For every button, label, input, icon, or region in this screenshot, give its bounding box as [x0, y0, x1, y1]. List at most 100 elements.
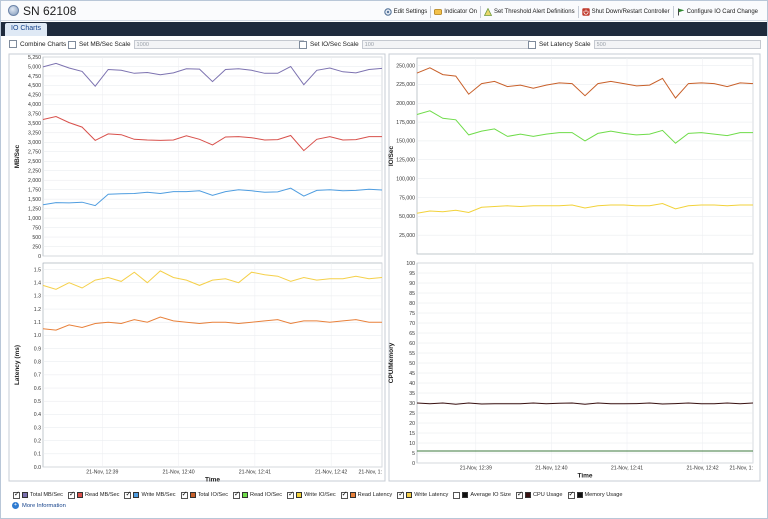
x-axis-title: Time — [205, 477, 220, 484]
legend-total-mb[interactable]: Total MB/Sec — [13, 490, 63, 499]
edit-settings-button[interactable]: Edit Settings — [381, 6, 431, 18]
y-tick-label: 2,500 — [28, 159, 41, 165]
y-tick-label: 4,500 — [28, 83, 41, 89]
shutdown-restart-button[interactable]: Shut Down/Restart Controller — [577, 6, 673, 18]
plot-area — [42, 56, 383, 257]
y-tick-label: 75,000 — [399, 195, 415, 201]
mb-scale-checkbox[interactable] — [68, 40, 76, 49]
more-information-label: More Information — [22, 502, 66, 509]
toolbar: Edit Settings Indicator On Set Threshold… — [381, 6, 761, 18]
y-tick-label: 75 — [409, 311, 415, 317]
legend-checkbox[interactable] — [397, 490, 405, 499]
y-tick-label: 90 — [409, 281, 415, 287]
legend-bar: Total MB/Sec Read MB/Sec Write MB/Sec To… — [13, 490, 622, 500]
tab-bar: IO Charts — [1, 22, 767, 36]
legend-checkbox[interactable] — [453, 491, 461, 499]
legend-memory-usage[interactable]: Memory Usage — [567, 490, 622, 499]
more-information-link[interactable]: + More Information — [12, 502, 66, 509]
legend-cpu-usage[interactable]: CPU Usage — [515, 490, 563, 499]
mb-sec-chart: 0 250 500 750 1,000 1,250 1,500 1,750 2,000 2,250… — [14, 55, 383, 260]
series-line — [42, 115, 382, 152]
y-tick-label: 0.2 — [34, 438, 41, 444]
legend-swatch-total-mb — [22, 492, 28, 498]
options-bar: Combine Charts Set MB/Sec Scale Set IO/S… — [1, 37, 767, 52]
y-tick-label: 3,750 — [28, 112, 41, 118]
legend-read-latency[interactable]: Read Latency — [340, 490, 393, 499]
y-axis-title: Latency (ms) — [14, 345, 21, 385]
y-tick-label: 70 — [409, 321, 415, 327]
combine-charts-label: Combine Charts — [20, 40, 67, 48]
legend-checkbox[interactable] — [180, 490, 188, 499]
combine-charts-checkbox[interactable] — [9, 40, 17, 48]
y-tick-label: 40 — [409, 381, 415, 387]
legend-checkbox[interactable] — [287, 490, 295, 499]
y-tick-label: 25 — [409, 411, 415, 417]
x-tick-label: 21-Nov, 12:39 — [86, 470, 118, 476]
y-tick-label: 5 — [412, 451, 415, 457]
y-tick-label: 95 — [409, 271, 415, 277]
shutdown-restart-label: Shut Down/Restart Controller — [591, 9, 670, 15]
x-tick-label: 21-Nov, 12:41 — [611, 466, 643, 472]
y-tick-label: 45 — [409, 371, 415, 377]
latency-scale-input[interactable] — [593, 40, 761, 49]
y-tick-label: 1.0 — [34, 333, 41, 339]
legend-read-mb[interactable]: Read MB/Sec — [67, 490, 119, 499]
y-tick-label: 1,750 — [28, 187, 41, 193]
cpu-memory-chart: 0 5 10 15 20 25 30 35 40 45 50 55 60 65 70 75 80 85 90 95 10… — [388, 261, 754, 480]
latency-scale-label: Set Latency Scale — [539, 41, 591, 48]
y-tick-label: 0.4 — [34, 412, 41, 418]
legend-average-io-size[interactable]: Average IO Size — [453, 491, 511, 499]
legend-label: Read Latency — [357, 492, 393, 498]
latency-scale-checkbox[interactable] — [528, 40, 536, 49]
y-tick-label: 225,000 — [396, 82, 415, 88]
legend-write-latency[interactable]: Write Latency — [397, 490, 449, 499]
legend-label: Read IO/Sec — [250, 492, 283, 498]
combine-charts-option[interactable]: Combine Charts — [9, 40, 66, 48]
tab-io-charts[interactable]: IO Charts — [5, 23, 47, 36]
legend-swatch-total-io — [189, 492, 196, 498]
x-tick-label: 21-Nov, 12:40 — [535, 466, 567, 472]
legend-swatch-memory-usage — [576, 492, 583, 498]
y-tick-label: 0.1 — [34, 452, 41, 458]
legend-swatch-write-latency — [406, 492, 413, 498]
x-tick-label: 21-Nov, 12:41 — [239, 470, 271, 476]
legend-swatch-write-mb — [133, 492, 140, 498]
x-tick-label: 21-Nov, 12:39 — [460, 466, 492, 472]
y-tick-label: 20 — [409, 421, 415, 427]
io-scale-label: Set IO/Sec Scale — [310, 41, 359, 48]
legend-checkbox[interactable] — [515, 490, 523, 499]
legend-label: CPU Usage — [532, 492, 563, 498]
threshold-alert-button[interactable]: Set Threshold Alert Definitions — [479, 6, 578, 18]
y-tick-label: 1.1 — [34, 320, 41, 326]
y-tick-label: 5,250 — [28, 55, 41, 61]
legend-checkbox[interactable] — [67, 490, 75, 499]
legend-checkbox[interactable] — [567, 490, 575, 499]
y-tick-label: 30 — [409, 401, 415, 407]
legend-write-io[interactable]: Write IO/Sec — [287, 490, 336, 499]
legend-checkbox[interactable] — [233, 490, 241, 499]
window-title: SN 62108 — [23, 4, 77, 18]
indicator-on-button[interactable]: Indicator On — [430, 6, 480, 18]
series-line — [42, 270, 383, 290]
legend-label: Write Latency — [414, 492, 449, 498]
y-tick-label: 15 — [409, 431, 415, 437]
configure-io-card-button[interactable]: Configure IO Card Change — [672, 6, 761, 18]
y-tick-label: 175,000 — [396, 120, 415, 126]
y-tick-label: 3,000 — [28, 140, 41, 146]
configure-io-card-label: Configure IO Card Change — [686, 9, 758, 15]
legend-write-mb[interactable]: Write MB/Sec — [124, 490, 176, 499]
y-tick-label: 50,000 — [399, 214, 415, 220]
series-line — [416, 202, 753, 214]
legend-read-io[interactable]: Read IO/Sec — [233, 490, 283, 499]
legend-swatch-read-mb — [76, 492, 83, 498]
io-scale-checkbox[interactable] — [299, 40, 307, 49]
power-icon — [581, 8, 590, 16]
y-tick-label: 150,000 — [396, 139, 415, 145]
legend-checkbox[interactable] — [124, 490, 132, 499]
legend-checkbox[interactable] — [340, 490, 348, 499]
legend-total-io[interactable]: Total IO/Sec — [180, 490, 228, 499]
legend-checkbox[interactable] — [13, 490, 20, 499]
y-tick-label: 0.9 — [34, 346, 41, 352]
y-tick-label: 100,000 — [396, 176, 415, 182]
